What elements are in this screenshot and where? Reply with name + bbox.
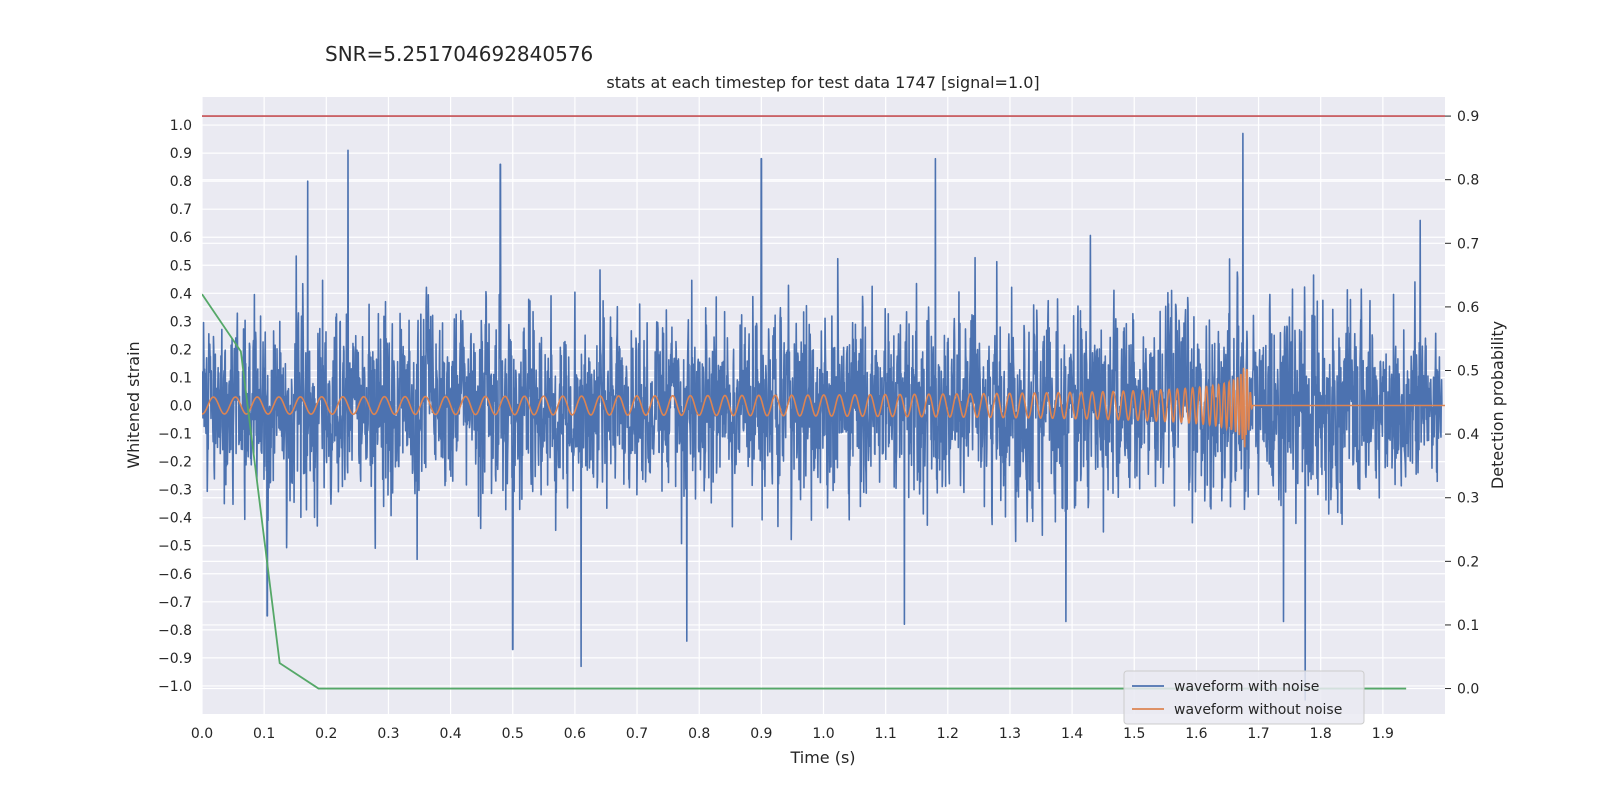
y-left-tick-label: 0.5: [170, 258, 192, 274]
y-right-tick-label: 0.8: [1457, 173, 1479, 189]
y-right-tick-label: 0.2: [1457, 554, 1479, 570]
y-left-tick-label: −0.3: [158, 483, 192, 499]
y-left-tick-label: 0.6: [170, 230, 192, 246]
x-tick-label: 1.6: [1185, 726, 1207, 742]
x-tick-label: 1.5: [1123, 726, 1145, 742]
y-left-tick-label: −0.2: [158, 455, 192, 471]
x-tick-label: 0.6: [564, 726, 586, 742]
y-right-tick-label: 0.5: [1457, 364, 1479, 380]
x-tick-label: 0.8: [688, 726, 710, 742]
y-axis-left-label: Whitened strain: [124, 341, 143, 468]
x-tick-label: 1.0: [812, 726, 834, 742]
x-tick-label: 1.8: [1310, 726, 1332, 742]
y-left-tick-label: 0.4: [170, 286, 192, 302]
y-left-tick-label: −0.8: [158, 623, 192, 639]
x-axis-label: Time (s): [789, 748, 855, 767]
y-left-tick-label: −0.4: [158, 511, 192, 527]
y-axis-right-ticks: 0.9 0.8 0.7 0.6 0.5 0.4 0.3 0.2 0.1 0.0: [1445, 109, 1479, 698]
x-tick-label: 0.9: [750, 726, 772, 742]
y-right-tick-label: 0.0: [1457, 682, 1479, 698]
y-right-tick-label: 0.7: [1457, 236, 1479, 252]
x-tick-label: 1.4: [1061, 726, 1083, 742]
y-left-tick-label: 0.7: [170, 202, 192, 218]
y-left-tick-label: −1.0: [158, 679, 192, 695]
x-tick-label: 0.7: [626, 726, 648, 742]
x-tick-label: 1.9: [1372, 726, 1394, 742]
y-left-tick-label: −0.5: [158, 539, 192, 555]
chart-suptitle: SNR=5.251704692840576: [325, 42, 593, 66]
y-left-tick-label: 0.9: [170, 146, 192, 162]
y-left-tick-label: −0.6: [158, 567, 192, 583]
x-tick-label: 0.1: [253, 726, 275, 742]
x-tick-label: 0.2: [315, 726, 337, 742]
y-left-tick-label: −0.7: [158, 595, 192, 611]
y-left-tick-label: 0.1: [170, 370, 192, 386]
y-left-tick-label: 0.2: [170, 342, 192, 358]
x-tick-label: 1.1: [875, 726, 897, 742]
x-axis-ticks: 0.0 0.1 0.2 0.3 0.4 0.5 0.6 0.7 0.8 0.9 1.0 1.1 1.2 1…: [191, 726, 1394, 742]
x-tick-label: 1.3: [999, 726, 1021, 742]
x-tick-label: 0.3: [377, 726, 399, 742]
x-tick-label: 1.2: [937, 726, 959, 742]
legend-entry-noisy: waveform with noise: [1174, 679, 1319, 695]
legend-entry-clean: waveform without noise: [1174, 702, 1342, 718]
x-tick-label: 0.4: [439, 726, 461, 742]
y-right-tick-label: 0.1: [1457, 618, 1479, 634]
series-layer: [202, 115, 1445, 701]
x-tick-label: 0.5: [502, 726, 524, 742]
y-left-tick-label: 0.8: [170, 174, 192, 190]
x-tick-label: 0.0: [191, 726, 213, 742]
y-left-tick-label: 0.3: [170, 314, 192, 330]
y-axis-right-label: Detection probability: [1488, 321, 1507, 489]
x-tick-label: 1.7: [1247, 726, 1269, 742]
y-left-tick-label: −0.9: [158, 651, 192, 667]
y-right-tick-label: 0.4: [1457, 427, 1479, 443]
y-left-tick-label: 1.0: [170, 118, 192, 134]
chart-title: stats at each timestep for test data 174…: [606, 73, 1039, 92]
series-clean-line: [202, 367, 1445, 448]
series-noisy-line: [202, 132, 1443, 701]
y-left-tick-label: −0.1: [158, 427, 192, 443]
y-axis-left-ticks: 1.0 0.9 0.8 0.7 0.6 0.5 0.4 0.3 0.2 0.1 0.0 −0.1 −0.…: [158, 118, 192, 695]
legend-frame: [1123, 670, 1365, 725]
y-right-tick-label: 0.9: [1457, 109, 1479, 125]
y-right-tick-label: 0.6: [1457, 300, 1479, 316]
legend: waveform with noise waveform without noi…: [1123, 670, 1365, 725]
y-right-tick-label: 0.3: [1457, 491, 1479, 507]
y-left-tick-label: 0.0: [170, 399, 192, 415]
